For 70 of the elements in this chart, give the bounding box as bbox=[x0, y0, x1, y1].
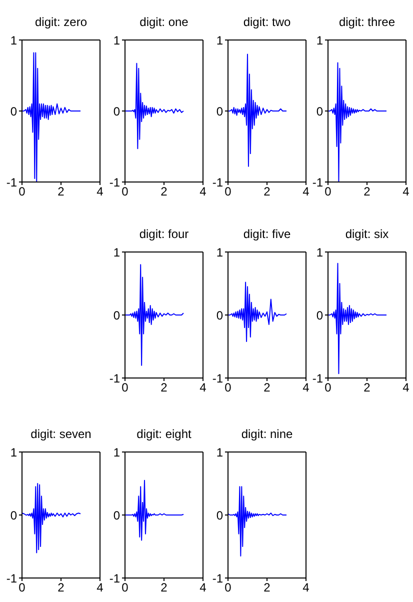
x-tick-label: 2 bbox=[58, 184, 65, 199]
x-tick-label: 4 bbox=[200, 184, 207, 199]
x-tick-label: 4 bbox=[96, 580, 104, 595]
x-tick-label: 4 bbox=[200, 580, 207, 595]
y-tick-label: 0 bbox=[113, 308, 120, 322]
line-series bbox=[228, 54, 287, 167]
y-tick-label: 0 bbox=[10, 508, 18, 522]
y-tick-label: 0 bbox=[316, 104, 324, 118]
y-tick-label: -1 bbox=[109, 371, 120, 386]
y-tick-label: 1 bbox=[216, 33, 224, 48]
y-tick-label: -1 bbox=[6, 175, 18, 190]
line-series bbox=[328, 262, 387, 374]
x-tick-label: 2 bbox=[364, 380, 371, 395]
chart-title: digit: nine bbox=[241, 426, 293, 442]
x-tick-label: 4 bbox=[302, 580, 310, 595]
y-tick-label: 1 bbox=[10, 445, 18, 460]
x-tick-label: 4 bbox=[402, 184, 410, 199]
y-tick-label: 0 bbox=[113, 508, 120, 522]
x-tick-label: 2 bbox=[364, 184, 371, 199]
y-tick-label: 0 bbox=[216, 308, 224, 322]
y-tick-label: -1 bbox=[212, 175, 224, 190]
x-tick-label: 2 bbox=[264, 580, 271, 595]
x-tick-label: 4 bbox=[402, 380, 410, 395]
chart-title: digit: eight bbox=[136, 426, 192, 442]
y-tick-label: -1 bbox=[109, 175, 120, 190]
line-series bbox=[228, 486, 287, 556]
x-tick-label: 2 bbox=[160, 580, 168, 595]
y-tick-label: 1 bbox=[316, 33, 324, 48]
line-series bbox=[328, 62, 387, 182]
chart-title: digit: three bbox=[338, 14, 396, 30]
y-tick-label: 1 bbox=[113, 445, 120, 460]
y-tick-label: -1 bbox=[212, 371, 224, 386]
y-tick-label: 0 bbox=[216, 104, 224, 118]
chart-title: digit: two bbox=[243, 14, 291, 30]
x-tick-label: 2 bbox=[160, 184, 168, 199]
y-tick-label: -1 bbox=[212, 571, 224, 586]
x-tick-label: 2 bbox=[160, 380, 168, 395]
chart-title: digit: one bbox=[140, 14, 188, 30]
y-tick-label: 1 bbox=[10, 33, 18, 48]
y-tick-label: 1 bbox=[216, 445, 224, 460]
y-tick-label: -1 bbox=[109, 571, 120, 586]
x-tick-label: 2 bbox=[264, 184, 271, 199]
x-tick-label: 2 bbox=[264, 380, 271, 395]
x-tick-label: 4 bbox=[96, 184, 104, 199]
y-tick-label: -1 bbox=[312, 175, 324, 190]
y-tick-label: -1 bbox=[312, 371, 324, 386]
x-tick-label: 4 bbox=[302, 380, 310, 395]
line-series bbox=[125, 264, 184, 366]
line-series bbox=[22, 483, 81, 554]
y-tick-label: 0 bbox=[316, 308, 324, 322]
line-series bbox=[228, 282, 287, 342]
chart-title: digit: seven bbox=[30, 426, 92, 442]
y-tick-label: 1 bbox=[216, 245, 224, 260]
chart-title: digit: zero bbox=[34, 14, 88, 30]
line-series bbox=[22, 52, 81, 182]
x-tick-label: 4 bbox=[200, 380, 207, 395]
y-tick-label: -1 bbox=[6, 571, 18, 586]
y-tick-label: 0 bbox=[216, 508, 224, 522]
y-tick-label: 1 bbox=[113, 245, 120, 260]
chart-title: digit: five bbox=[243, 226, 291, 242]
chart-title: digit: six bbox=[345, 226, 389, 242]
line-series bbox=[125, 480, 184, 541]
y-tick-label: 1 bbox=[316, 245, 324, 260]
y-tick-label: 0 bbox=[113, 104, 120, 118]
chart-title: digit: four bbox=[139, 226, 189, 242]
x-tick-label: 4 bbox=[302, 184, 310, 199]
x-tick-label: 2 bbox=[58, 580, 65, 595]
line-series bbox=[125, 62, 184, 150]
y-tick-label: 1 bbox=[113, 33, 120, 48]
y-tick-label: 0 bbox=[10, 104, 18, 118]
